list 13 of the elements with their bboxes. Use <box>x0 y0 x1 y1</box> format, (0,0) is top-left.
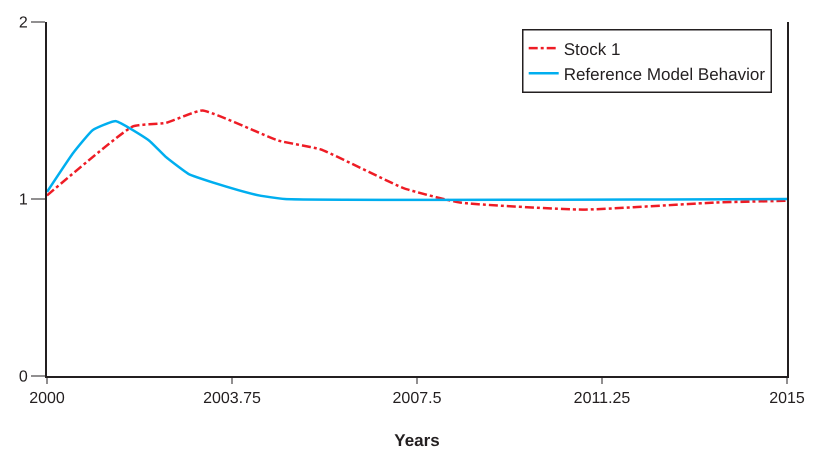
legend-label: Stock 1 <box>564 40 620 59</box>
line-series <box>47 109 787 211</box>
x-tick-label: 2007.5 <box>392 390 442 408</box>
y-tick-label: 0 <box>18 368 28 386</box>
y-tick-label: 2 <box>18 14 28 32</box>
x-tick-label: 2011.25 <box>574 390 630 408</box>
y-tick-label: 1 <box>18 192 28 209</box>
x-tick-label: 2015 <box>769 390 805 408</box>
x-tick-label: 2003.75 <box>203 390 262 408</box>
x-axis-title: Years <box>394 431 440 450</box>
line-series <box>47 120 787 202</box>
x-tick-label: 2000 <box>29 390 65 408</box>
legend-label: Reference Model Behavior <box>564 64 766 84</box>
